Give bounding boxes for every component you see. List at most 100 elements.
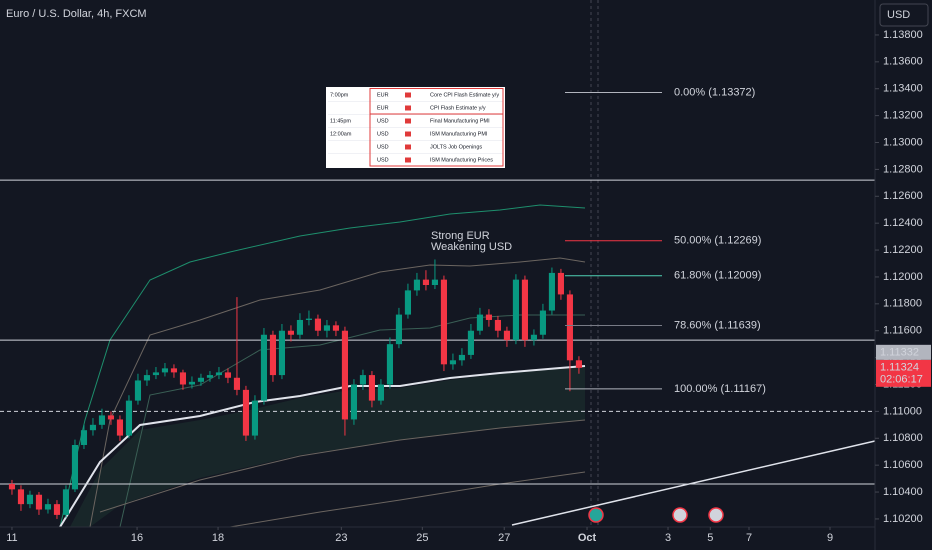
x-tick-label: 27 bbox=[498, 532, 510, 544]
calendar-event: JOLTS Job Openings bbox=[430, 144, 482, 150]
moving-average bbox=[59, 365, 586, 528]
fib-label: 100.00% (1.11167) bbox=[674, 383, 766, 395]
x-tick-label: 9 bbox=[827, 532, 833, 544]
event-icon bbox=[672, 507, 688, 523]
candle-body bbox=[431, 279, 438, 286]
calendar-time: 11:45pm bbox=[330, 118, 351, 124]
plot: 0.00% (1.13372) 50.00% (1.12269) 61.80% (1… bbox=[0, 86, 875, 519]
candle-body bbox=[53, 504, 61, 515]
event-icon bbox=[588, 507, 604, 523]
candle-body bbox=[386, 344, 393, 385]
candle-body bbox=[314, 318, 322, 331]
candle-body bbox=[125, 400, 133, 436]
candle-body bbox=[494, 319, 501, 331]
candle-body bbox=[296, 319, 304, 335]
candle-body bbox=[341, 330, 349, 420]
candle-body bbox=[152, 372, 160, 376]
candle-body bbox=[332, 325, 340, 331]
calendar-currency: EUR bbox=[377, 92, 389, 98]
upper-band-mid bbox=[119, 314, 585, 528]
candle-body bbox=[476, 314, 483, 331]
y-tick-label: 1.10800 bbox=[883, 432, 923, 444]
candle-body bbox=[458, 354, 465, 361]
upper-band-inner bbox=[89, 257, 586, 528]
candle-body bbox=[557, 272, 564, 295]
calendar-time: 7:00pm bbox=[330, 92, 349, 98]
candle-body bbox=[8, 483, 16, 490]
countdown: 02:06:17 bbox=[880, 374, 923, 386]
calendar-flag bbox=[405, 92, 411, 98]
calendar-event: Core CPI Flash Estimate y/y bbox=[430, 92, 499, 98]
y-tick-label: 1.12000 bbox=[883, 271, 923, 283]
y-tick-label: 1.10400 bbox=[883, 486, 923, 498]
x-tick-label: 23 bbox=[335, 532, 347, 544]
candle-body bbox=[98, 415, 106, 425]
calendar-flag bbox=[405, 105, 411, 111]
x-tick-label: Oct bbox=[578, 532, 597, 544]
calendar-event: ISM Manufacturing PMI bbox=[430, 131, 488, 137]
candle-body bbox=[278, 330, 286, 376]
candle-body bbox=[26, 494, 34, 505]
candle-body bbox=[17, 489, 25, 505]
candle-body bbox=[512, 279, 519, 341]
fib-label: 50.00% (1.12269) bbox=[674, 235, 761, 247]
fib-label: 0.00% (1.13372) bbox=[674, 86, 755, 98]
fib-label: 78.60% (1.11639) bbox=[674, 319, 761, 331]
candle-body bbox=[467, 330, 474, 355]
candle-body bbox=[260, 334, 268, 401]
price-label-bg bbox=[876, 344, 931, 360]
candle-body bbox=[377, 384, 384, 401]
y-tick-label: 1.13600 bbox=[883, 56, 923, 68]
candle-body bbox=[449, 360, 456, 365]
calendar-flag bbox=[405, 118, 411, 124]
currency-button[interactable] bbox=[879, 3, 929, 27]
candle-body bbox=[80, 430, 88, 445]
calendar-currency: USD bbox=[377, 131, 389, 137]
trend-line bbox=[511, 440, 876, 526]
y-tick-label: 1.13000 bbox=[883, 136, 923, 148]
event-icons bbox=[588, 507, 724, 523]
fib-label: 61.80% (1.12009) bbox=[674, 270, 761, 282]
calendar-highlight bbox=[369, 113, 504, 167]
calendar-flag bbox=[405, 157, 411, 163]
candle-body bbox=[323, 325, 331, 331]
candle-body bbox=[44, 504, 52, 510]
calendar-event: CPI Flash Estimate y/y bbox=[430, 105, 486, 111]
candle-body bbox=[359, 375, 367, 385]
lower-band-outer bbox=[229, 471, 586, 528]
x-tick-label: 7 bbox=[746, 532, 752, 544]
x-tick-label: 3 bbox=[665, 532, 671, 544]
candle-body bbox=[179, 372, 187, 385]
candle-body bbox=[422, 279, 429, 286]
candle-body bbox=[539, 310, 546, 335]
y-tick-label: 1.13200 bbox=[883, 110, 923, 122]
candle-body bbox=[251, 400, 259, 436]
event-icon bbox=[708, 507, 724, 523]
candle-body bbox=[215, 372, 223, 376]
candle-body bbox=[62, 489, 70, 515]
calendar-flag bbox=[405, 131, 411, 137]
currency-label[interactable]: USD bbox=[887, 9, 910, 21]
candle-body bbox=[206, 375, 214, 378]
candle-body bbox=[368, 375, 375, 401]
candle-body bbox=[242, 389, 250, 436]
price-axis bbox=[875, 0, 932, 550]
y-tick-label: 1.10200 bbox=[883, 513, 923, 525]
axis-labels: 1.102001.104001.106001.108001.110001.112… bbox=[6, 29, 931, 544]
calendar-currency: EUR bbox=[377, 105, 389, 111]
candle-body bbox=[107, 415, 115, 420]
y-tick-label: 1.13400 bbox=[883, 83, 923, 95]
candle-body bbox=[116, 419, 124, 436]
candle-body bbox=[548, 272, 555, 311]
annotation: Weakening USD bbox=[431, 241, 512, 253]
calendar-event: Final Manufacturing PMI bbox=[430, 118, 490, 124]
lower-band bbox=[99, 419, 586, 513]
calendar-currency: USD bbox=[377, 157, 389, 163]
chart-title: Euro / U.S. Dollar, 4h, FXCM bbox=[6, 8, 147, 20]
y-tick-label: 1.12400 bbox=[883, 217, 923, 229]
x-tick-label: 18 bbox=[212, 532, 224, 544]
y-tick-label: 1.12800 bbox=[883, 163, 923, 175]
candle-body bbox=[566, 294, 573, 361]
candle-body bbox=[575, 360, 582, 368]
